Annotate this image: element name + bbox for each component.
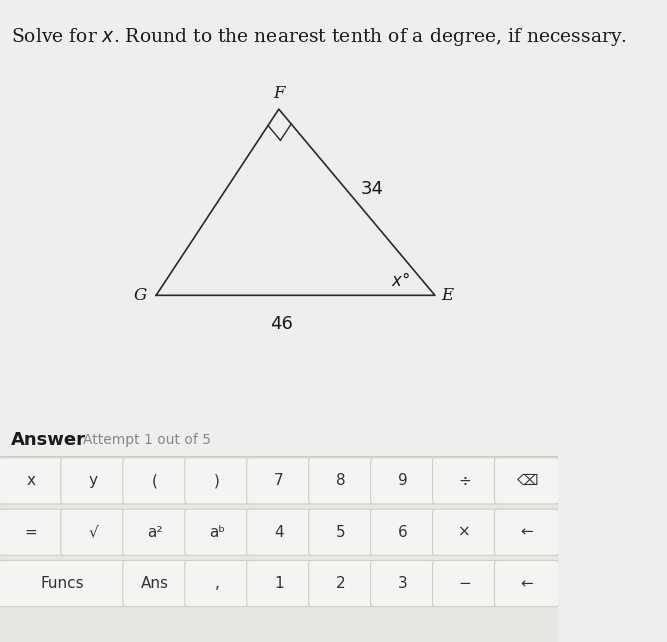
Text: aᵇ: aᵇ (209, 525, 225, 540)
Text: Solve for $x$. Round to the nearest tenth of a degree, if necessary.: Solve for $x$. Round to the nearest tent… (11, 26, 627, 48)
Text: 8: 8 (336, 473, 346, 489)
FancyBboxPatch shape (309, 458, 373, 504)
FancyBboxPatch shape (433, 509, 497, 555)
Text: 3: 3 (398, 576, 408, 591)
Text: Attempt 1 out of 5: Attempt 1 out of 5 (83, 433, 211, 447)
Text: 6: 6 (398, 525, 408, 540)
Text: x: x (27, 473, 35, 489)
FancyBboxPatch shape (185, 509, 249, 555)
FancyBboxPatch shape (123, 458, 187, 504)
FancyBboxPatch shape (309, 509, 373, 555)
Text: 1: 1 (274, 576, 283, 591)
FancyBboxPatch shape (494, 458, 559, 504)
Text: Ans: Ans (141, 576, 169, 591)
Text: 46: 46 (270, 315, 293, 333)
FancyBboxPatch shape (433, 560, 497, 607)
Text: −: − (458, 576, 471, 591)
FancyBboxPatch shape (123, 560, 187, 607)
Text: 7: 7 (274, 473, 283, 489)
Text: Funcs: Funcs (40, 576, 84, 591)
FancyBboxPatch shape (371, 560, 435, 607)
Text: Answer: Answer (11, 431, 86, 449)
Text: ←: ← (520, 576, 533, 591)
Text: =: = (25, 525, 37, 540)
Text: G: G (134, 287, 147, 304)
Text: ÷: ÷ (458, 473, 471, 489)
Text: 2: 2 (336, 576, 346, 591)
Text: ←: ← (520, 525, 533, 540)
FancyBboxPatch shape (247, 509, 311, 555)
FancyBboxPatch shape (185, 560, 249, 607)
Text: 34: 34 (361, 180, 384, 198)
FancyBboxPatch shape (0, 458, 63, 504)
Text: F: F (273, 85, 285, 101)
Text: y: y (89, 473, 97, 489)
FancyBboxPatch shape (433, 458, 497, 504)
FancyBboxPatch shape (371, 509, 435, 555)
FancyBboxPatch shape (247, 560, 311, 607)
FancyBboxPatch shape (61, 509, 125, 555)
FancyBboxPatch shape (185, 458, 249, 504)
FancyBboxPatch shape (371, 458, 435, 504)
Text: √: √ (88, 525, 98, 540)
Text: a²: a² (147, 525, 163, 540)
Text: (: ( (152, 473, 158, 489)
FancyBboxPatch shape (0, 560, 125, 607)
FancyBboxPatch shape (247, 458, 311, 504)
Text: 9: 9 (398, 473, 408, 489)
FancyBboxPatch shape (0, 456, 558, 642)
Text: ): ) (214, 473, 220, 489)
Text: ,: , (214, 576, 219, 591)
FancyBboxPatch shape (61, 458, 125, 504)
FancyBboxPatch shape (494, 560, 559, 607)
Text: 4: 4 (274, 525, 283, 540)
Bar (0, 456, 558, 457)
Text: E: E (441, 287, 454, 304)
FancyBboxPatch shape (123, 509, 187, 555)
FancyBboxPatch shape (494, 509, 559, 555)
FancyBboxPatch shape (0, 509, 63, 555)
Text: $x°$: $x°$ (391, 272, 410, 290)
Text: 5: 5 (336, 525, 346, 540)
Text: ×: × (458, 525, 471, 540)
FancyBboxPatch shape (309, 560, 373, 607)
Text: ⌫: ⌫ (516, 473, 538, 489)
